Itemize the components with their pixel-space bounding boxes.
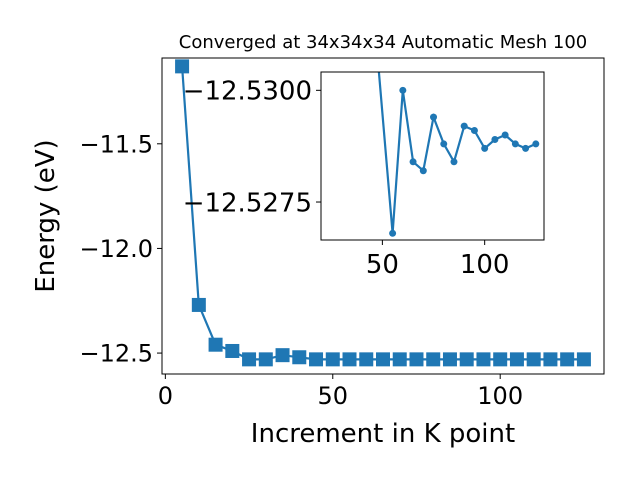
data-point (526, 352, 541, 367)
data-point (470, 127, 478, 135)
data-point (430, 113, 438, 121)
data-point (459, 352, 474, 367)
y-tick-label: −12.5300 (183, 77, 312, 107)
x-tick-label: 0 (158, 382, 173, 410)
data-point (511, 140, 519, 148)
data-point (191, 297, 206, 312)
data-point (501, 131, 509, 139)
inset-chart: 50 100 −12.5275 −12.5300 (183, 71, 545, 280)
y-tick-label: −12.5 (79, 340, 153, 368)
x-tick-label: 50 (366, 250, 399, 280)
data-point (359, 352, 374, 367)
data-point (309, 352, 324, 367)
inset-series (377, 72, 540, 237)
data-point (342, 352, 357, 367)
inset-x-ticks: 50 100 (366, 240, 510, 280)
data-point (426, 352, 441, 367)
data-point (376, 352, 390, 367)
inset-background (321, 72, 544, 240)
data-point (242, 352, 257, 367)
data-point (225, 343, 240, 358)
data-point (543, 352, 558, 367)
series-line (377, 72, 537, 234)
data-point (275, 348, 290, 363)
y-tick-label: −12.5275 (183, 188, 312, 218)
y-axis-label: Energy (eV) (31, 139, 61, 292)
y-tick-label: −11.5 (79, 130, 153, 158)
data-point (389, 229, 397, 237)
x-axis-label: Increment in K point (251, 419, 515, 449)
data-point (493, 352, 508, 367)
main-series (175, 59, 591, 367)
data-point (325, 352, 340, 367)
main-x-ticks: 0 50 100 (158, 374, 523, 410)
data-point (460, 122, 468, 130)
main-chart: Converged at 34x34x34 Automatic Mesh 100… (31, 32, 605, 449)
data-point (576, 352, 591, 367)
data-point (560, 352, 575, 367)
data-point (450, 158, 458, 166)
data-point (476, 352, 491, 367)
data-point (399, 86, 407, 94)
data-point (491, 135, 499, 143)
x-tick-label: 50 (317, 382, 348, 410)
data-point (522, 144, 530, 152)
x-tick-label: 100 (477, 382, 523, 410)
inset-y-ticks: −12.5275 −12.5300 (183, 77, 321, 218)
data-point (440, 140, 448, 148)
x-tick-label: 100 (460, 250, 510, 280)
data-point (292, 350, 307, 365)
data-point (509, 352, 524, 367)
main-plot-frame (161, 57, 605, 375)
data-point (532, 140, 540, 148)
data-point (442, 352, 457, 367)
data-point (392, 352, 407, 367)
inset-plot-frame (320, 71, 545, 241)
data-point (419, 167, 427, 175)
data-point (208, 337, 223, 352)
chart-title: Converged at 34x34x34 Automatic Mesh 100 (179, 32, 588, 53)
y-tick-label: −12.0 (79, 235, 153, 263)
data-point (258, 352, 273, 367)
data-point (481, 144, 489, 152)
data-point (409, 158, 417, 166)
data-point (409, 352, 424, 367)
data-point (175, 59, 190, 74)
main-y-ticks: −12.5 −12.0 −11.5 (79, 130, 162, 368)
